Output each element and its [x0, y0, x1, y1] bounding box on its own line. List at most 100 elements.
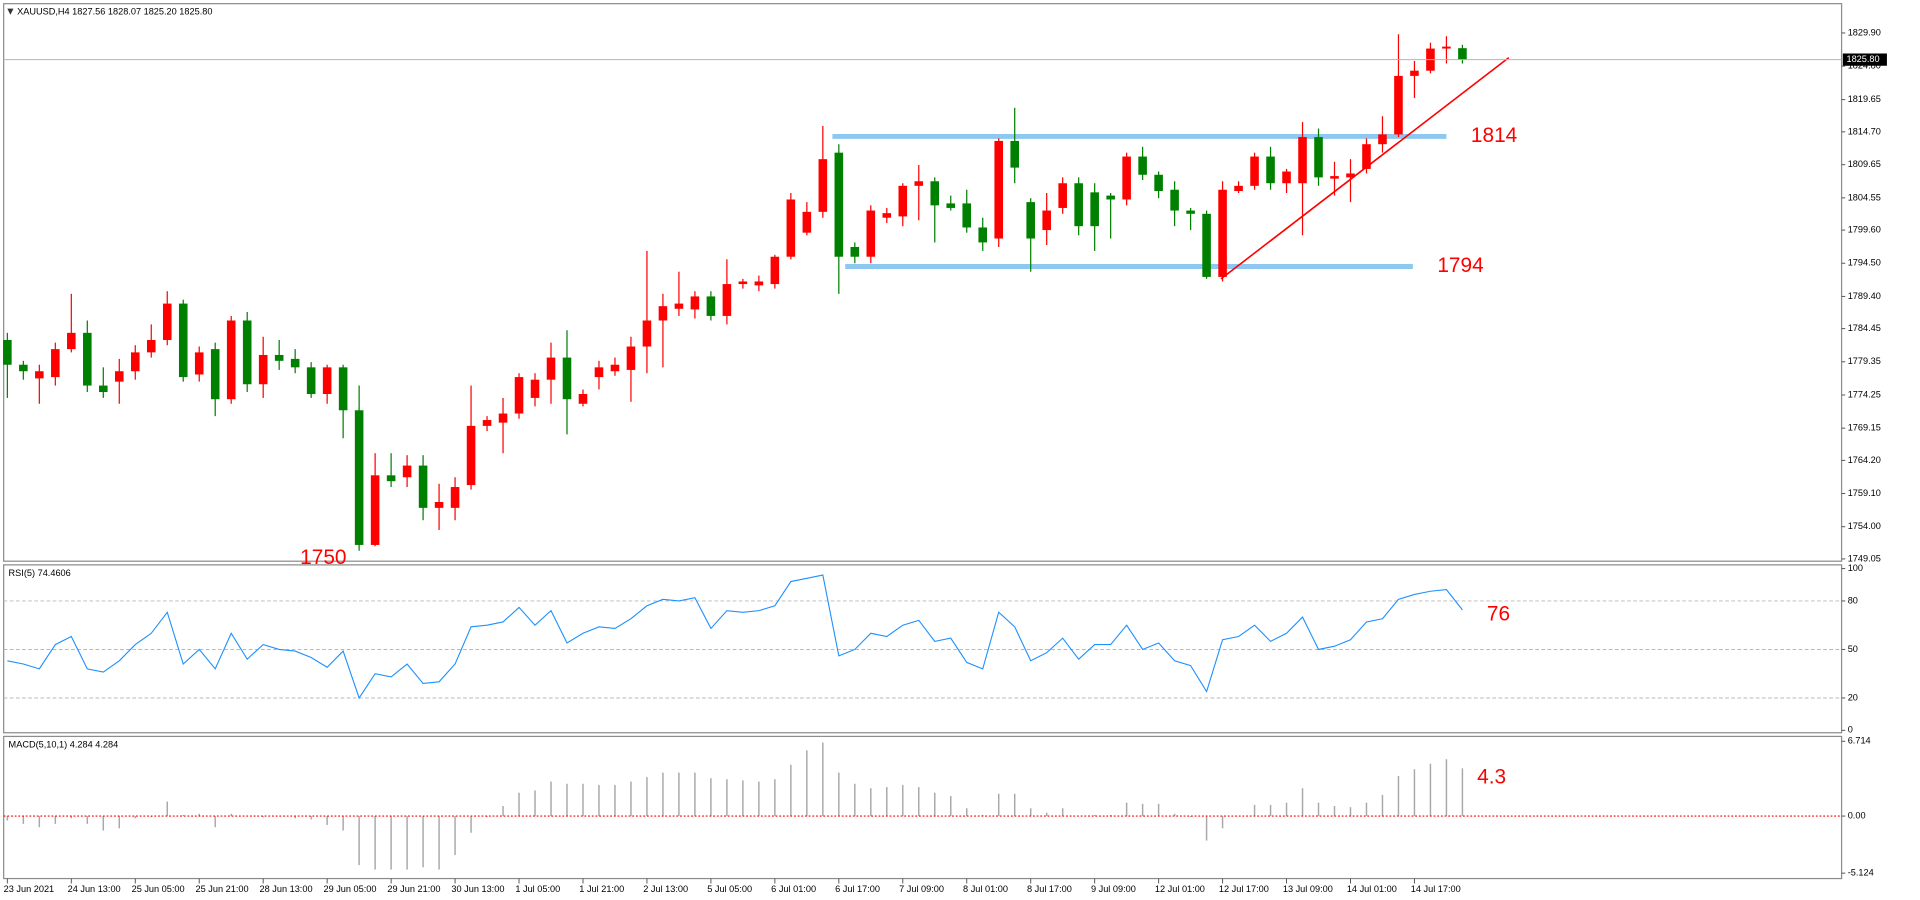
candle-body: [450, 487, 460, 508]
candle-body: [386, 475, 396, 482]
candle-body: [210, 349, 220, 400]
candle-body: [1058, 183, 1067, 208]
candle-body: [194, 352, 204, 375]
candle-body: [818, 159, 828, 212]
candle-body: [67, 332, 76, 350]
candle-body: [562, 357, 572, 400]
y-tick-label: -5.124: [1848, 868, 1874, 878]
y-tick-label: 1809.65: [1848, 159, 1881, 169]
x-tick-label: 6 Jul 17:00: [835, 884, 880, 894]
x-tick-label: 8 Jul 17:00: [1027, 884, 1072, 894]
candle-body: [898, 185, 908, 217]
candle-body: [770, 256, 780, 285]
rsi-panel: [3, 564, 1843, 734]
candle-body: [51, 349, 60, 378]
candle-body: [226, 320, 236, 400]
candle-body: [1266, 156, 1275, 184]
candle-body: [99, 385, 108, 393]
candle-body: [114, 371, 124, 382]
candle-body: [690, 296, 700, 310]
candle-body: [1026, 202, 1035, 239]
y-tick-label: 0.00: [1848, 810, 1866, 820]
x-tick-label: 2 Jul 13:00: [643, 884, 688, 894]
macd-panel: [3, 735, 1843, 880]
y-tick-label: 1769.15: [1848, 423, 1881, 433]
y-tick-label: 20: [1848, 692, 1858, 702]
candle-body: [402, 465, 412, 478]
candle-body: [1170, 189, 1179, 211]
x-tick-label: 7 Jul 09:00: [899, 884, 944, 894]
candle-body: [578, 394, 588, 404]
candle-body: [1346, 173, 1355, 178]
x-tick-label: 1 Jul 21:00: [579, 884, 624, 894]
y-tick-label: 1779.35: [1848, 356, 1881, 366]
y-tick-label: 1829.90: [1848, 27, 1881, 37]
candle-body: [1138, 156, 1147, 175]
rsi-title: RSI(5) 74.4606: [9, 568, 71, 578]
current-price-box: [1842, 53, 1887, 66]
candle-body: [802, 211, 812, 233]
candle-body: [482, 420, 492, 426]
candle-body: [434, 501, 444, 508]
candle-body: [306, 367, 316, 395]
y-tick-label: 100: [1848, 563, 1863, 573]
rsi-line: [7, 574, 1463, 700]
candle-body: [258, 354, 268, 385]
candle-body: [962, 203, 972, 228]
candle-body: [83, 332, 92, 386]
x-tick-label: 14 Jul 17:00: [1411, 884, 1461, 894]
x-tick-label: 30 Jun 13:00: [451, 884, 504, 894]
candle-body: [514, 377, 524, 414]
candle-body: [19, 364, 28, 372]
x-tick-label: 24 Jun 13:00: [68, 884, 121, 894]
candle-body: [1106, 195, 1115, 200]
x-tick-label: 29 Jun 21:00: [387, 884, 440, 894]
y-tick-label: 1804.55: [1848, 192, 1881, 202]
x-tick-label: 29 Jun 05:00: [323, 884, 376, 894]
candle-body: [498, 413, 508, 423]
candle-body: [594, 367, 604, 378]
candle-body: [290, 358, 300, 368]
y-tick-label: 80: [1848, 595, 1858, 605]
candle-body: [706, 296, 716, 316]
candle-body: [1458, 48, 1467, 60]
candle-body: [978, 227, 988, 243]
candle-body: [35, 371, 44, 379]
candle-body: [1186, 210, 1195, 214]
candle-body: [1282, 171, 1291, 184]
y-tick-label: 1749.05: [1848, 553, 1881, 563]
candle-body: [834, 152, 844, 257]
y-tick-label: 1774.25: [1848, 389, 1881, 399]
candle-body: [1394, 75, 1403, 135]
x-tick-label: 13 Jul 09:00: [1283, 884, 1333, 894]
candle-body: [610, 364, 620, 372]
candle-body: [1410, 70, 1419, 76]
candle-body: [1122, 156, 1131, 200]
candle-body: [242, 320, 252, 385]
y-tick-label: 1799.60: [1848, 224, 1881, 234]
candle-body: [3, 340, 12, 365]
candle-body: [1362, 144, 1371, 169]
trend-line: [1220, 57, 1510, 280]
candle-body: [338, 367, 348, 411]
candle-body: [1330, 176, 1339, 179]
x-tick-label: 25 Jun 21:00: [196, 884, 249, 894]
candle-body: [162, 303, 172, 341]
x-tick-label: 23 Jun 2021: [4, 884, 54, 894]
candle-body: [1042, 210, 1051, 231]
candle-body: [546, 357, 556, 380]
candle-body: [1074, 183, 1083, 227]
candle-body: [178, 303, 188, 378]
candle-body: [322, 367, 332, 395]
candle-body: [1298, 137, 1307, 184]
candle-body: [1250, 156, 1259, 186]
candle-body: [1202, 213, 1211, 277]
y-tick-label: 1789.40: [1848, 291, 1881, 301]
candle-body: [130, 352, 140, 372]
candle-body: [1154, 174, 1163, 192]
candle-body: [370, 475, 380, 545]
current-price-label: 1825.80: [1846, 54, 1879, 64]
y-tick-label: 1794.50: [1848, 258, 1881, 268]
level-label: 1794: [1437, 254, 1483, 277]
